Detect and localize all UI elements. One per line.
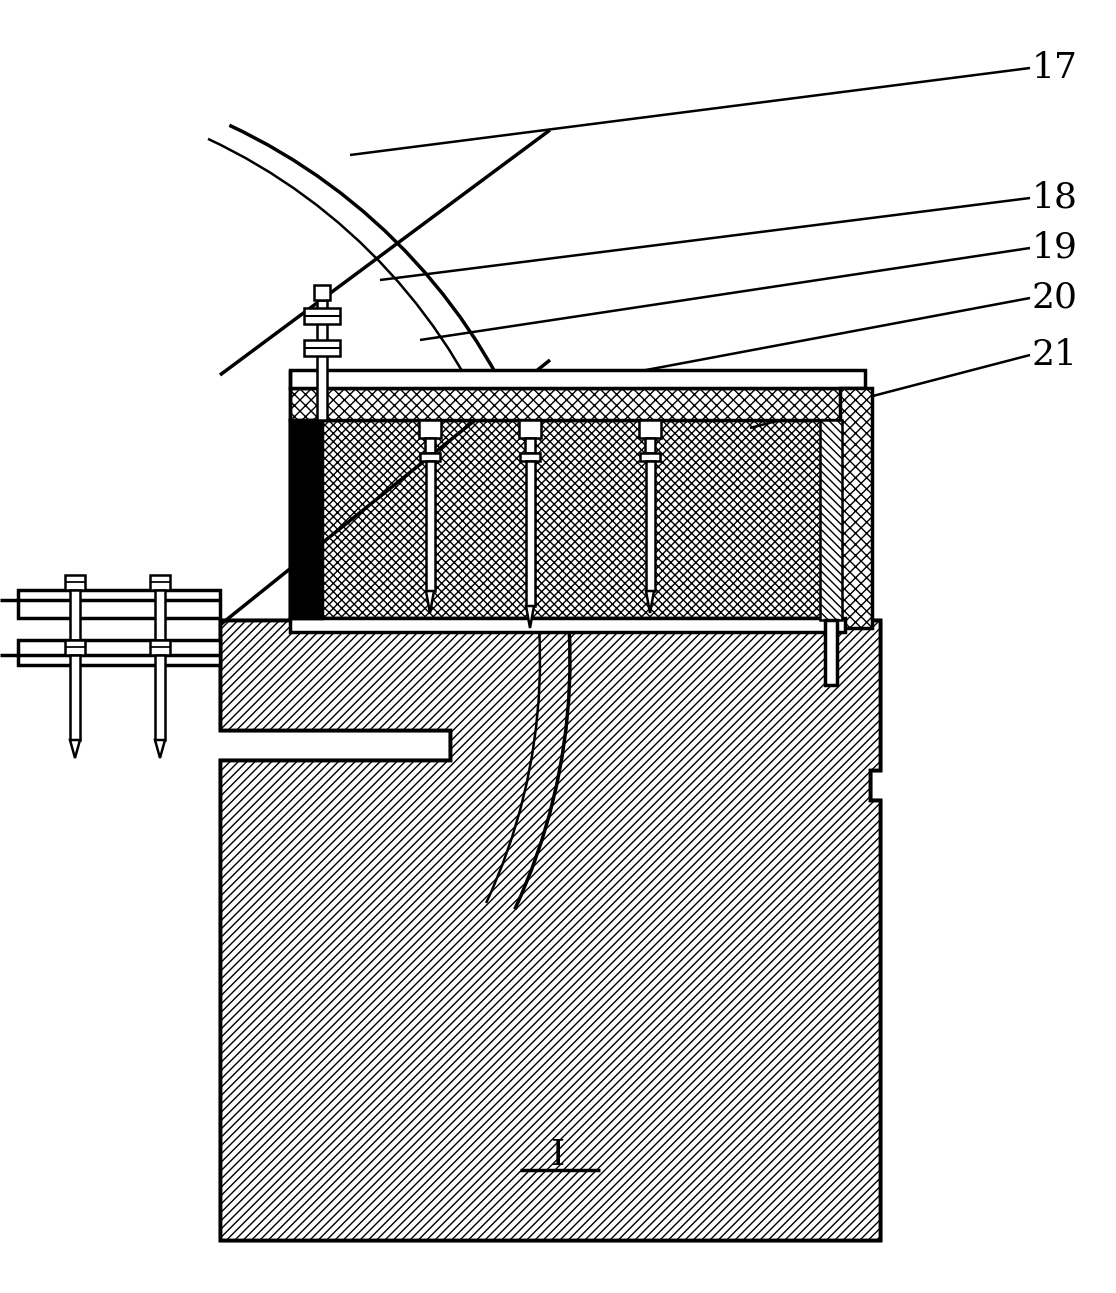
Polygon shape — [155, 740, 165, 758]
Polygon shape — [426, 591, 434, 613]
Bar — [420, 453, 440, 462]
Text: I: I — [551, 1138, 565, 1171]
Bar — [639, 453, 660, 462]
Bar — [314, 284, 330, 300]
Bar — [519, 420, 541, 438]
Bar — [526, 462, 535, 606]
Bar — [70, 656, 80, 740]
Bar — [525, 438, 535, 453]
Bar — [520, 453, 540, 462]
Bar — [418, 420, 441, 438]
Bar — [825, 621, 837, 685]
Bar — [639, 420, 661, 438]
Bar — [304, 340, 340, 356]
Text: 18: 18 — [1032, 181, 1078, 215]
Bar — [70, 590, 80, 640]
Bar — [426, 462, 435, 591]
Bar — [645, 438, 655, 453]
Text: 21: 21 — [1032, 337, 1078, 372]
Polygon shape — [18, 640, 220, 665]
Bar — [290, 388, 865, 420]
Polygon shape — [646, 591, 654, 613]
Bar — [646, 462, 655, 591]
Bar — [290, 420, 845, 618]
Bar — [150, 640, 170, 656]
Bar — [65, 640, 85, 656]
Text: 19: 19 — [1032, 231, 1078, 265]
Bar — [290, 370, 865, 388]
Bar — [65, 575, 85, 590]
Text: 17: 17 — [1032, 50, 1078, 85]
Polygon shape — [526, 606, 533, 628]
Bar — [290, 420, 323, 618]
Bar — [304, 308, 340, 325]
Polygon shape — [220, 621, 881, 1240]
Polygon shape — [70, 740, 80, 758]
Bar — [425, 438, 435, 453]
Bar — [155, 590, 165, 640]
Bar — [150, 575, 170, 590]
Bar — [840, 388, 872, 628]
Polygon shape — [220, 621, 881, 1240]
Text: 20: 20 — [1032, 281, 1078, 315]
Bar — [155, 656, 165, 740]
Bar — [820, 420, 841, 621]
Bar — [317, 300, 327, 420]
Polygon shape — [18, 590, 220, 618]
Bar — [290, 618, 845, 632]
